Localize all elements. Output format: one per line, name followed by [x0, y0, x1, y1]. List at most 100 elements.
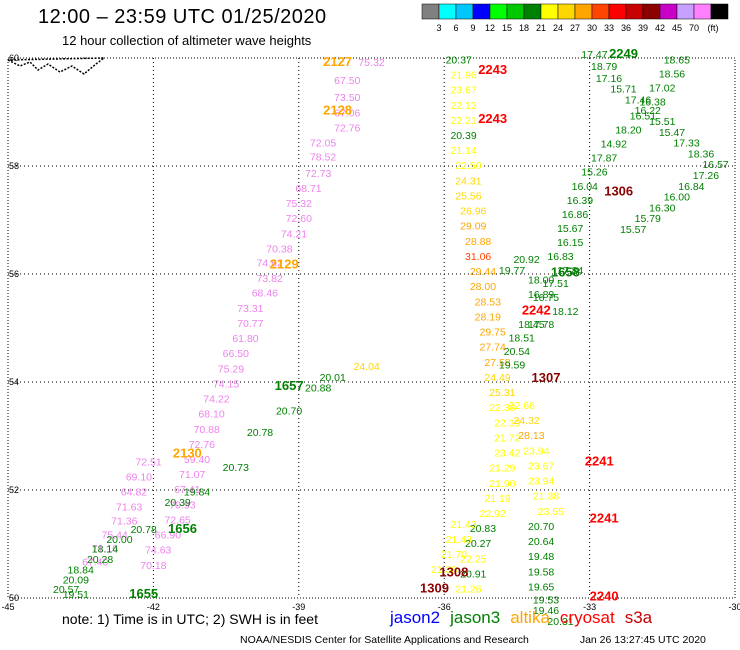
swh-value: 17.26	[693, 170, 719, 182]
colorbar-swatch	[455, 3, 474, 20]
swh-value: 16.75	[533, 292, 559, 304]
swh-value: 14.92	[601, 139, 627, 151]
swh-value: 26.96	[460, 206, 486, 218]
colorbar-tick-label: 39	[638, 23, 648, 33]
swh-value: 21.26	[455, 584, 481, 596]
time-label: 1656	[168, 521, 197, 536]
swh-value: 20.64	[528, 536, 554, 548]
swh-value: 20.39	[164, 497, 190, 509]
swh-value: 15.71	[610, 84, 636, 96]
swh-value: 22.39	[494, 417, 520, 429]
swh-value: 19.48	[528, 551, 554, 563]
swh-value: 70.93	[169, 499, 195, 511]
swh-value: 74.22	[203, 394, 229, 406]
swh-value: 75.44	[101, 530, 127, 542]
swh-value: 71.16	[92, 543, 118, 555]
swh-value: 72.76	[189, 439, 215, 451]
swh-value: 31.06	[465, 251, 491, 263]
swh-value: 21.72	[494, 432, 520, 444]
swh-value: 72.51	[135, 457, 161, 469]
chart-subtitle: 12 hour collection of altimeter wave hei…	[62, 33, 312, 48]
colorbar-tick-label: 3	[436, 23, 441, 33]
swh-value: 19.77	[499, 265, 525, 277]
swh-value: 20.39	[450, 130, 476, 142]
swh-value: 69.10	[126, 471, 152, 483]
y-tick-label: 54	[9, 377, 19, 387]
swh-value: 24.04	[354, 361, 380, 373]
time-label: 2241	[590, 510, 619, 525]
x-tick-label: -36	[438, 602, 451, 612]
colorbar-swatch	[591, 3, 610, 20]
swh-value: 16.04	[572, 181, 598, 193]
swh-value: 70.77	[237, 318, 263, 330]
swh-value: 15.79	[635, 213, 661, 225]
colorbar-tick-label: 30	[587, 23, 597, 33]
swh-value: 68.46	[252, 288, 278, 300]
y-axis-ticks: 50 52 54 56 58 60	[9, 53, 19, 603]
swh-value: 16.51	[630, 111, 656, 123]
swh-value: 75.29	[218, 363, 244, 375]
colorbar-tick-label: 42	[655, 23, 665, 33]
swh-value: 59.40	[184, 454, 210, 466]
swh-value: 22.66	[509, 400, 535, 412]
colorbar-tick-label: 9	[470, 23, 475, 33]
swh-value: 19.51	[63, 589, 89, 601]
satellite-name-jason3: jason3	[450, 608, 501, 627]
time-label: 1308	[439, 564, 468, 579]
swh-value: 19.65	[528, 581, 554, 593]
y-tick-label: 50	[9, 593, 19, 603]
time-label: 2127	[323, 54, 352, 69]
swh-value: 71.07	[179, 469, 205, 481]
swh-value: 20.37	[446, 54, 472, 66]
swh-value: 21.43	[446, 534, 472, 546]
time-label: 2129	[270, 257, 299, 272]
swh-value: 22.21	[450, 115, 476, 127]
swh-value: 19.59	[499, 360, 525, 372]
swh-value: 20.31	[547, 616, 573, 628]
swh-value: 16.39	[567, 195, 593, 207]
swh-value: 21.29	[489, 463, 515, 475]
swh-value: 21.96	[450, 70, 476, 82]
colorbar-swatch	[506, 3, 525, 20]
swh-value: 18.56	[659, 68, 685, 80]
swh-value: 75.32	[358, 57, 384, 69]
swh-value: 21.70	[441, 549, 467, 561]
colorbar-tick-label: 27	[570, 23, 580, 33]
swh-value: 70.38	[266, 243, 292, 255]
swh-value: 72.76	[334, 122, 360, 134]
swh-value: 66.90	[155, 530, 181, 542]
swh-value: 17.02	[649, 82, 675, 94]
swh-value: 23.67	[450, 85, 476, 97]
swh-value: 73.82	[257, 273, 283, 285]
coastline-path	[7, 57, 107, 75]
swh-value: 17.51	[543, 278, 569, 290]
swh-value: 18.14	[92, 544, 118, 556]
colorbar-swatch	[574, 3, 593, 20]
swh-value: 20.01	[320, 372, 346, 384]
swh-value: 78.52	[310, 152, 336, 164]
swh-value: 24.49	[484, 372, 510, 384]
colorbar-tick-label: 45	[672, 23, 682, 33]
swh-value: 15.67	[557, 223, 583, 235]
swh-value: 74.62	[257, 257, 283, 269]
coastline	[7, 57, 107, 75]
time-label: 2242	[522, 303, 551, 318]
swh-value: 17.16	[596, 73, 622, 85]
swh-value: 20.91	[460, 568, 486, 580]
y-tick-label: 52	[9, 485, 19, 495]
swh-value: 17.46	[625, 94, 651, 106]
colorbar-tick-label: 15	[502, 23, 512, 33]
x-axis-ticks: -45 -42 -39 -36 -33 -30	[1, 602, 740, 612]
center-name: NOAA/NESDIS Center for Satellite Applica…	[240, 634, 529, 646]
swh-value: 15.57	[620, 224, 646, 236]
swh-value: 67.06	[334, 107, 360, 119]
swh-value: 67.50	[334, 75, 360, 87]
time-label: 2243	[478, 62, 507, 77]
time-label: 2249	[609, 46, 638, 61]
swh-value: 20.54	[504, 346, 530, 358]
swh-value: 20.92	[513, 254, 539, 266]
time-label: 1309	[420, 581, 449, 596]
swh-value: 67.40	[82, 557, 108, 569]
swh-value: 20.28	[87, 554, 113, 566]
x-tick-label: -42	[147, 602, 160, 612]
